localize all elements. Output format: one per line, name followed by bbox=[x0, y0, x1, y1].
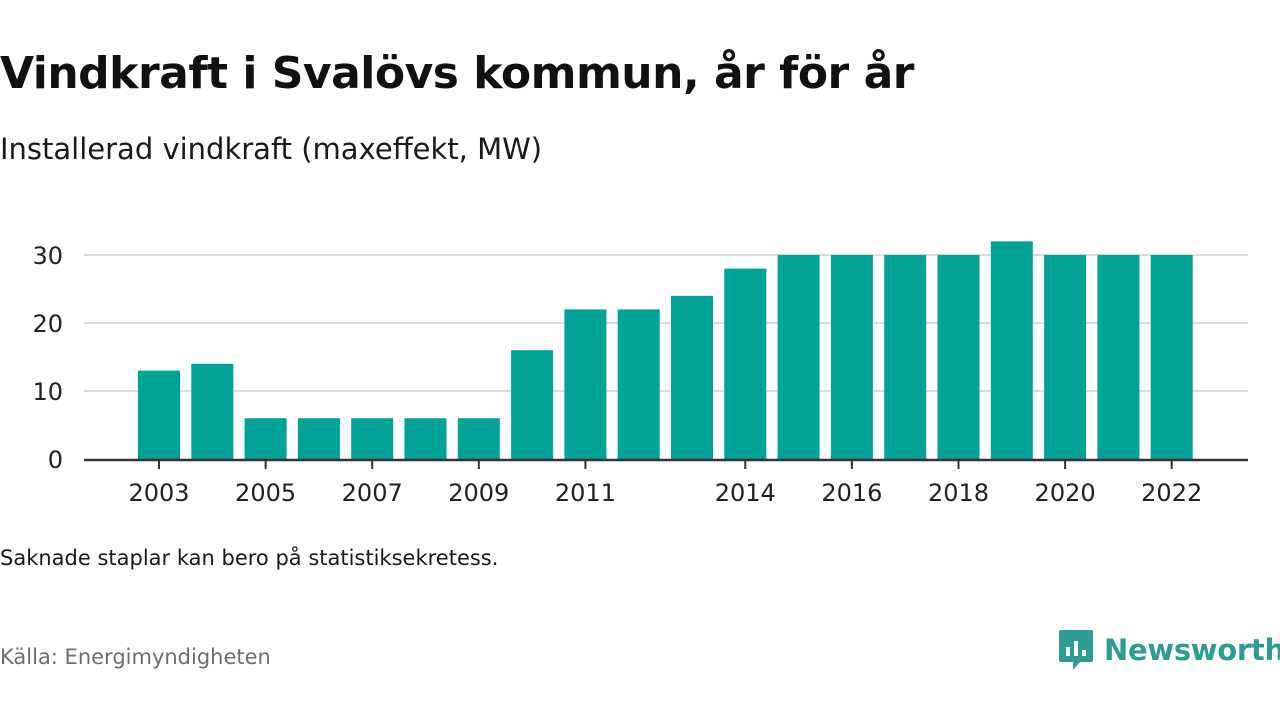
bar-2004 bbox=[191, 363, 234, 459]
bars bbox=[138, 241, 1193, 459]
newsworthy-logo-icon bbox=[1059, 630, 1093, 670]
bar-2006 bbox=[297, 418, 340, 459]
bar-2012 bbox=[617, 309, 660, 459]
newsworthy-logo[interactable]: Newsworthy bbox=[1058, 627, 1280, 673]
bar-2003 bbox=[138, 370, 180, 459]
bar-2016 bbox=[830, 255, 873, 459]
y-tick-label: 10 bbox=[32, 378, 63, 406]
bar-chart: 0 10 20 30 2003 2005 2007 2009 2011 2014 2016 2018 2… bbox=[32, 241, 1248, 507]
x-tick-label: 2020 bbox=[1035, 479, 1096, 507]
bar-2009 bbox=[457, 418, 500, 459]
x-tick-label: 2011 bbox=[555, 479, 616, 507]
x-tick-label: 2022 bbox=[1141, 479, 1202, 507]
bar-2013 bbox=[671, 295, 713, 459]
x-tick-label: 2003 bbox=[128, 479, 189, 507]
x-tick-label: 2005 bbox=[235, 479, 296, 507]
bar-2010 bbox=[511, 350, 554, 459]
x-tick-label: 2009 bbox=[448, 479, 509, 507]
bar-2007 bbox=[351, 418, 394, 459]
bar-2008 bbox=[404, 418, 447, 459]
x-tick-label: 2018 bbox=[928, 479, 989, 507]
bar-2022 bbox=[1150, 255, 1193, 459]
brand-name: Newsworthy bbox=[1104, 633, 1280, 667]
bar-2014 bbox=[724, 268, 767, 459]
chart-subtitle: Installerad vindkraft (maxeffekt, MW) bbox=[0, 132, 543, 166]
x-tick-label: 2014 bbox=[715, 479, 776, 507]
bar-2011 bbox=[564, 309, 607, 459]
y-tick-label: 30 bbox=[32, 242, 63, 270]
bar-2019 bbox=[990, 241, 1033, 459]
bar-2021 bbox=[1097, 255, 1140, 459]
x-tick-label: 2016 bbox=[821, 479, 882, 507]
y-tick-label: 20 bbox=[32, 310, 63, 338]
bar-2005 bbox=[244, 418, 287, 459]
x-tick-label: 2007 bbox=[342, 479, 403, 507]
axes: 0 10 20 30 2003 2005 2007 2009 2011 2014 2016 2018 2… bbox=[32, 242, 1248, 507]
bar-2018 bbox=[937, 255, 980, 459]
bar-2017 bbox=[884, 255, 927, 459]
footnote: Saknade staplar kan bero på statistiksek… bbox=[0, 546, 499, 570]
source-credit: Källa: Energimyndigheten bbox=[0, 645, 271, 669]
y-tick-label: 0 bbox=[48, 446, 63, 474]
bar-2015 bbox=[777, 255, 820, 459]
bar-2020 bbox=[1044, 255, 1087, 459]
chart-title: Vindkraft i Svalövs kommun, år för år bbox=[0, 48, 914, 99]
